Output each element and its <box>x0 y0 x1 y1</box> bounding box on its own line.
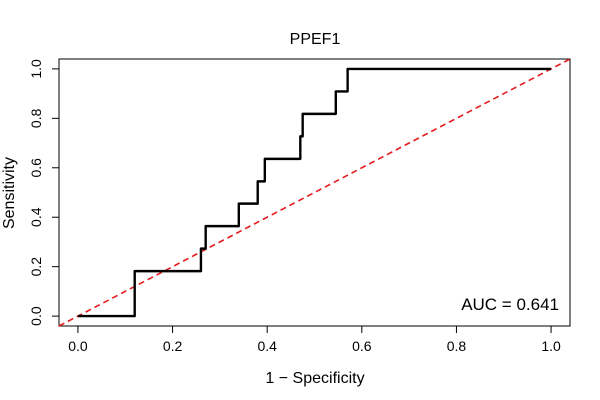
diagonal-reference-line <box>58 58 571 327</box>
auc-annotation: AUC = 0.641 <box>461 295 559 314</box>
series-layer <box>58 58 571 327</box>
x-tick-label: 0.6 <box>352 338 372 354</box>
x-tick-label: 1.0 <box>541 338 561 354</box>
y-tick-label: 1.0 <box>28 59 44 79</box>
x-axis-label: 1 − Specificity <box>265 370 364 387</box>
x-tick-label: 0.0 <box>68 338 88 354</box>
y-axis-label: Sensitivity <box>1 157 18 229</box>
y-tick-label: 0.6 <box>28 158 44 178</box>
y-tick-label: 0.2 <box>28 257 44 277</box>
roc-curve-line <box>77 67 552 318</box>
x-tick-label: 0.8 <box>447 338 467 354</box>
x-tick-label: 0.2 <box>163 338 183 354</box>
x-tick-label: 0.4 <box>257 338 277 354</box>
x-axis: 0.0 0.2 0.4 0.6 0.8 1.0 <box>68 325 561 354</box>
y-axis: 0.0 0.2 0.4 0.6 0.8 1.0 <box>28 59 60 326</box>
y-tick-label: 0.0 <box>28 306 44 326</box>
y-tick-label: 0.8 <box>28 108 44 128</box>
chart-title: PPEF1 <box>290 31 341 48</box>
y-tick-label: 0.4 <box>28 207 44 227</box>
